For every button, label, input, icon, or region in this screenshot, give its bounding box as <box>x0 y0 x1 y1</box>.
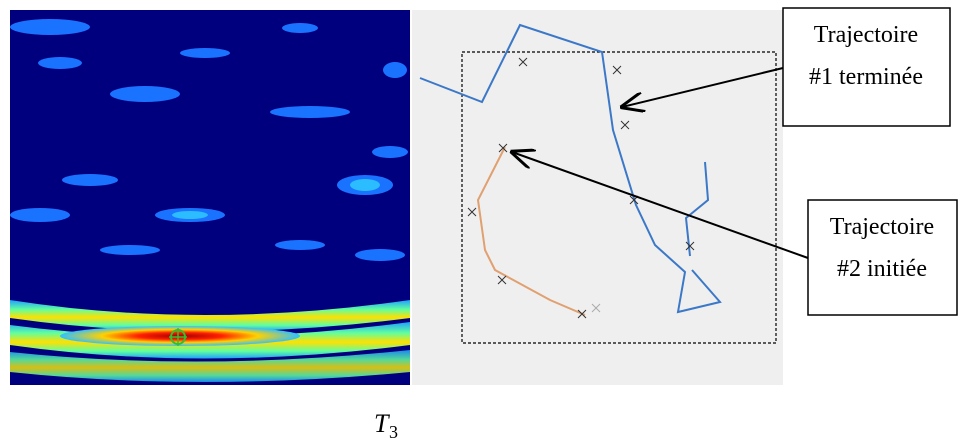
annotation-text: #1 terminée <box>809 64 923 90</box>
annotation-text: Trajectoire <box>830 214 934 240</box>
annotation-box <box>807 199 958 316</box>
trajectory-panel <box>412 10 783 385</box>
arrow <box>622 67 784 107</box>
heatmap <box>10 10 410 385</box>
caption-subscript: 3 <box>389 422 398 442</box>
annotation-box <box>782 7 951 127</box>
trajectory-1 <box>419 23 722 314</box>
trajectory-1b <box>684 161 710 257</box>
trajectory-2 <box>476 146 586 316</box>
caption-symbol: T <box>374 409 390 438</box>
annotation-text: #2 initiée <box>837 256 927 282</box>
arrow <box>512 152 809 259</box>
annotation-text: Trajectoire <box>814 22 918 48</box>
